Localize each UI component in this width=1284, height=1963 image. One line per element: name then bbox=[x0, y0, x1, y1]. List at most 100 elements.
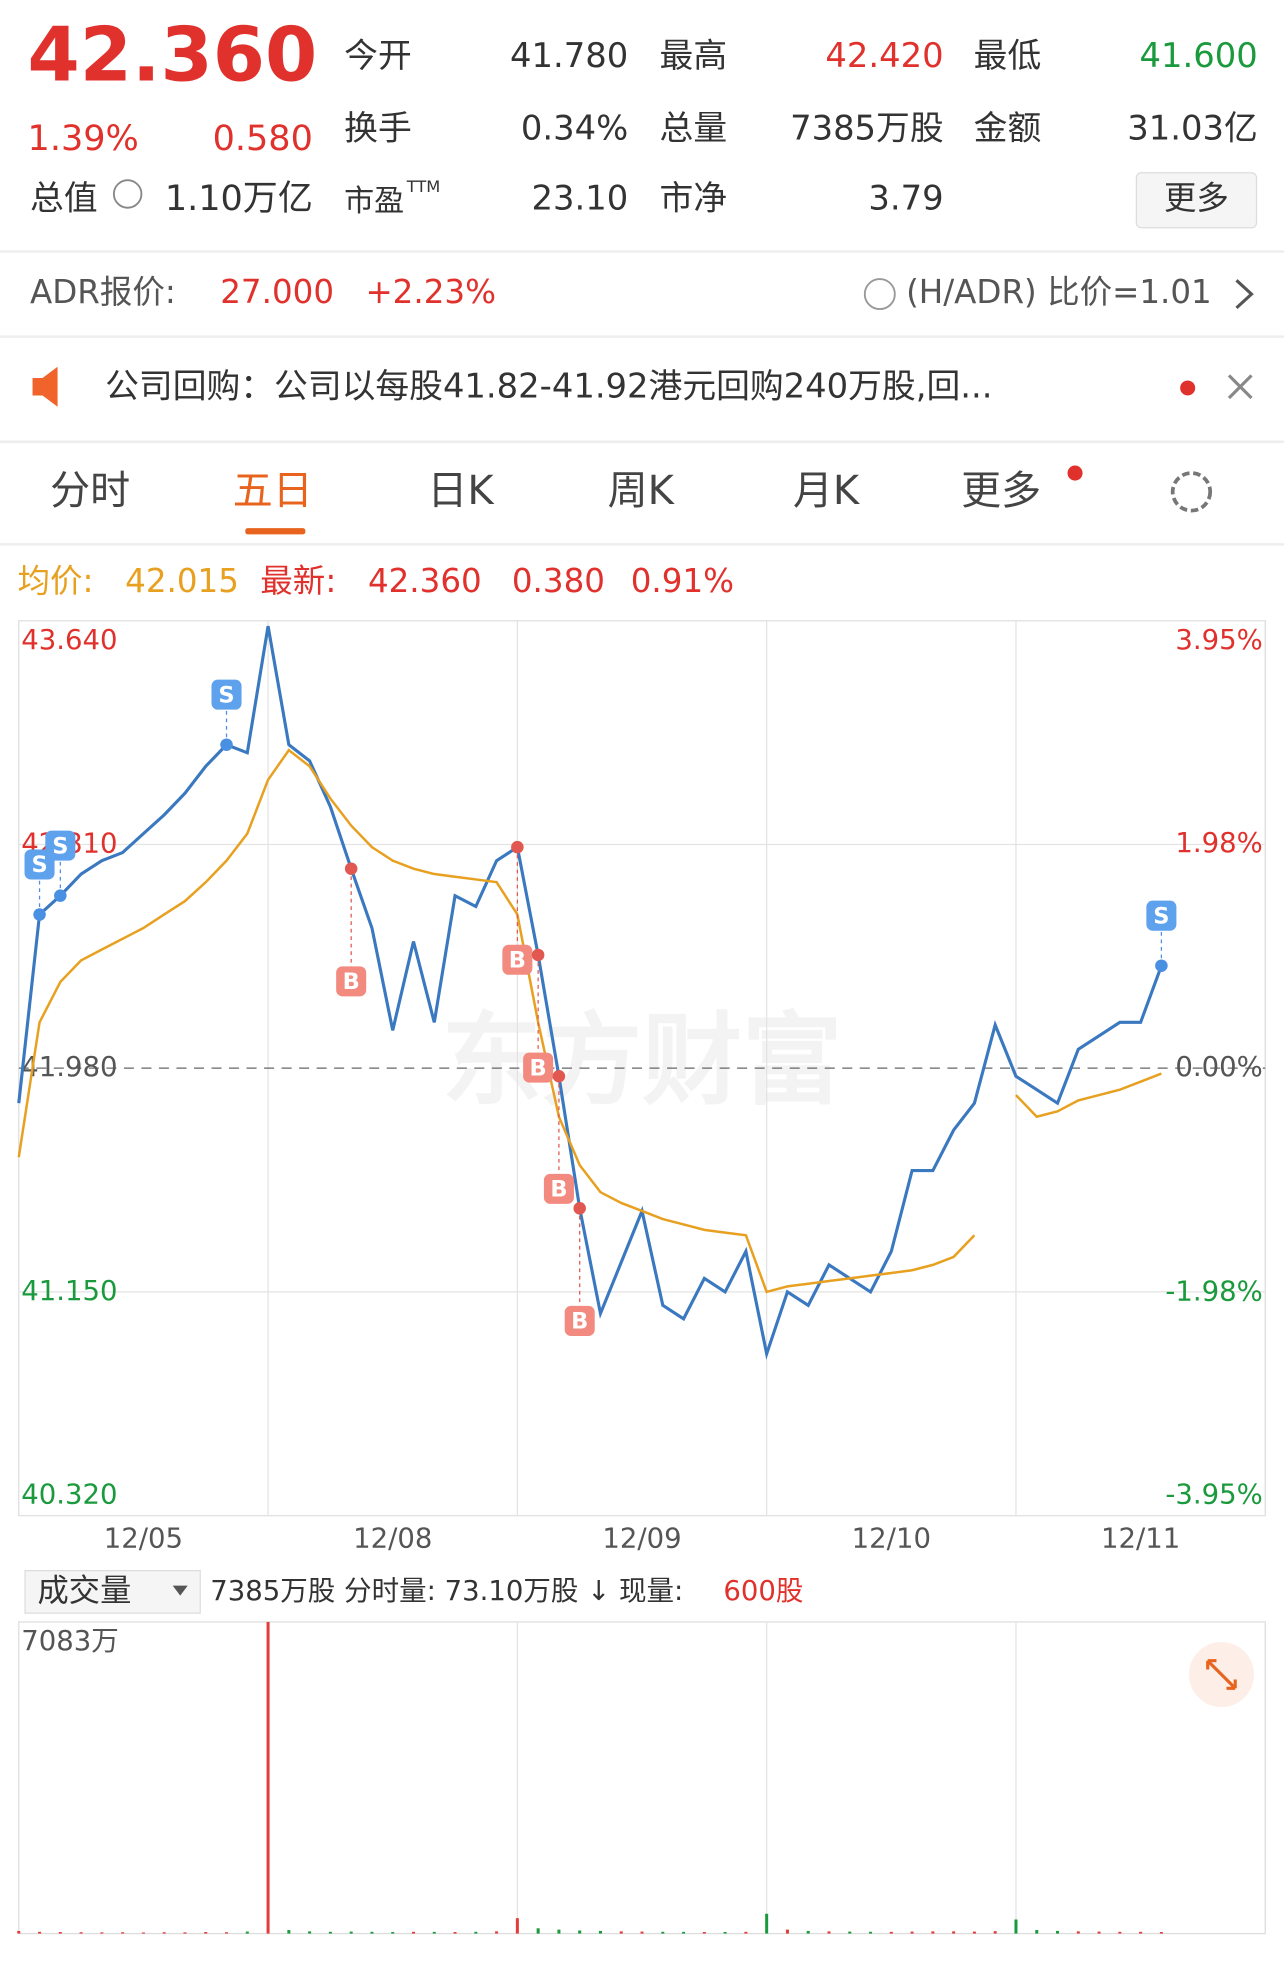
trade-badge bbox=[336, 966, 367, 997]
volume-bar bbox=[411, 1931, 415, 1934]
adr-ratio: (H/ADR) 比价=1.01 bbox=[906, 273, 1212, 311]
volume-bar bbox=[1056, 1930, 1060, 1934]
trade-label: B bbox=[509, 948, 526, 974]
dropdown-arrow bbox=[172, 1585, 188, 1596]
stat-label: 市净 bbox=[660, 179, 728, 218]
x-tick-label: 12/11 bbox=[1101, 1522, 1180, 1554]
stat-label: 总量 bbox=[660, 109, 728, 148]
legend: 均价: 42.015 最新: 42.360 0.380 0.91% bbox=[18, 562, 735, 600]
legend-label: 最新: bbox=[260, 562, 336, 600]
expand-icon bbox=[1206, 1659, 1237, 1690]
volume-bar bbox=[308, 1931, 312, 1934]
tab[interactable]: 分时 bbox=[50, 468, 130, 514]
speaker-icon bbox=[32, 366, 58, 407]
legend-value: 42.360 bbox=[368, 562, 482, 600]
y2-tick-label: 0.00% bbox=[1175, 1051, 1262, 1083]
trade-badge bbox=[45, 830, 76, 861]
trade-dot bbox=[220, 738, 233, 751]
volume-bar bbox=[204, 1932, 208, 1934]
help-icon[interactable] bbox=[863, 278, 896, 311]
stat-label: 市盈 bbox=[344, 184, 404, 219]
volume-bar bbox=[266, 1621, 270, 1934]
dot bbox=[1067, 465, 1083, 481]
trade-label: S bbox=[52, 833, 68, 859]
trade-label: B bbox=[343, 969, 360, 995]
close-icon[interactable] bbox=[1227, 374, 1253, 400]
adr-price: 27.000 bbox=[220, 273, 334, 311]
selector[interactable] bbox=[24, 1570, 201, 1614]
volume-bar bbox=[245, 1931, 249, 1934]
tab-indicator bbox=[245, 528, 306, 535]
stat-value: 7385万股 bbox=[790, 109, 944, 148]
volume-bar bbox=[827, 1931, 831, 1934]
volume-bar bbox=[370, 1931, 374, 1934]
volume-bar bbox=[1035, 1930, 1039, 1934]
tabs: 分时 五日 日K 周K 月K 更多 bbox=[50, 468, 1041, 514]
y-tick-label: 41.150 bbox=[21, 1275, 117, 1307]
volume-bar bbox=[391, 1932, 395, 1934]
volume-bar bbox=[453, 1932, 457, 1934]
volume-bar bbox=[183, 1932, 187, 1934]
trade-label: S bbox=[218, 682, 234, 708]
settings-icon[interactable] bbox=[1170, 471, 1213, 513]
volume-bar bbox=[38, 1931, 42, 1934]
divider bbox=[0, 440, 1284, 444]
stat-label: 最低 bbox=[974, 36, 1042, 75]
volume-bar bbox=[495, 1931, 499, 1934]
y2-tick-label: -3.95% bbox=[1165, 1479, 1262, 1511]
trade-label: B bbox=[530, 1055, 547, 1081]
volume-bar bbox=[225, 1932, 229, 1934]
volume-bar bbox=[682, 1931, 686, 1934]
stat-label: 今开 bbox=[344, 36, 412, 75]
volume-bar bbox=[785, 1929, 789, 1934]
trade-dot bbox=[511, 840, 524, 854]
divider bbox=[0, 543, 1284, 546]
volume-bar bbox=[640, 1931, 644, 1934]
tab[interactable]: 更多 bbox=[961, 468, 1041, 514]
volume-bar bbox=[993, 1931, 997, 1934]
notice[interactable]: 公司回购：公司以每股41.82-41.92港元回购240万股,回... bbox=[105, 366, 992, 405]
trade-label: S bbox=[31, 852, 47, 878]
stat-value: 41.600 bbox=[1140, 36, 1258, 75]
trade-dot bbox=[531, 948, 545, 962]
volume-bar bbox=[744, 1931, 748, 1934]
trade-dot bbox=[33, 908, 46, 921]
legend-value: 42.015 bbox=[125, 562, 239, 600]
y2-tick-label: 3.95% bbox=[1175, 624, 1262, 656]
trade-dot bbox=[552, 1069, 566, 1083]
volume-bar bbox=[515, 1918, 519, 1934]
tab[interactable]: 月K bbox=[793, 468, 861, 514]
volume-bar bbox=[141, 1932, 145, 1934]
volume-current: 600股 bbox=[723, 1575, 803, 1607]
stat-value: 3.79 bbox=[868, 179, 943, 218]
adr-label: ADR报价: bbox=[30, 273, 176, 311]
series-line bbox=[17, 748, 1162, 1294]
volume-bar bbox=[162, 1932, 166, 1934]
trade-badge bbox=[543, 1173, 574, 1204]
info-icon[interactable] bbox=[112, 179, 143, 209]
volume-bar bbox=[765, 1913, 769, 1934]
adr-change: +2.23% bbox=[365, 273, 496, 311]
trade-badge bbox=[1146, 900, 1177, 931]
volume-bar bbox=[349, 1931, 353, 1934]
volume-bar bbox=[121, 1932, 125, 1934]
tab[interactable]: 五日 bbox=[233, 468, 313, 514]
volume-bar bbox=[79, 1932, 83, 1934]
volume-bar bbox=[702, 1932, 706, 1934]
volume-bar bbox=[869, 1931, 873, 1934]
divider bbox=[0, 335, 1284, 338]
chevron[interactable] bbox=[1235, 279, 1254, 310]
tab[interactable]: 日K bbox=[427, 468, 495, 514]
stat-value: 1.10万亿 bbox=[165, 178, 313, 219]
volume-bar bbox=[1014, 1919, 1018, 1934]
stat-label: 金额 bbox=[974, 109, 1042, 148]
y2-tick-label: 1.98% bbox=[1175, 827, 1262, 859]
trade-label: S bbox=[1153, 903, 1169, 929]
volume-bar bbox=[432, 1931, 436, 1934]
tab[interactable]: 周K bbox=[608, 468, 676, 514]
volume-bar bbox=[889, 1931, 893, 1934]
volume-bar bbox=[661, 1931, 665, 1934]
more-button[interactable] bbox=[1135, 172, 1258, 229]
